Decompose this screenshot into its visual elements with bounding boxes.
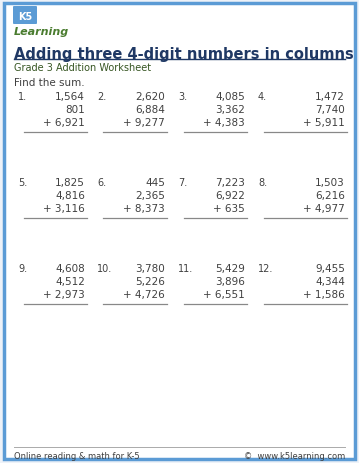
- Text: Grade 3 Addition Worksheet: Grade 3 Addition Worksheet: [14, 63, 151, 73]
- Text: 2,365: 2,365: [135, 191, 165, 200]
- Text: 4,608: 4,608: [55, 263, 85, 274]
- Text: + 1,586: + 1,586: [303, 289, 345, 300]
- Text: 1,564: 1,564: [55, 92, 85, 102]
- Text: 5,429: 5,429: [215, 263, 245, 274]
- Text: 3,362: 3,362: [215, 105, 245, 115]
- Text: + 5,911: + 5,911: [303, 118, 345, 128]
- Text: 4,344: 4,344: [315, 276, 345, 287]
- Text: 4,816: 4,816: [55, 191, 85, 200]
- Text: 1.: 1.: [18, 92, 27, 102]
- Text: + 635: + 635: [213, 204, 245, 213]
- Text: K5: K5: [18, 12, 32, 22]
- Text: 5.: 5.: [18, 178, 27, 188]
- Text: 9.: 9.: [18, 263, 27, 274]
- Text: 3.: 3.: [178, 92, 187, 102]
- Text: + 3,116: + 3,116: [43, 204, 85, 213]
- Text: 5,226: 5,226: [135, 276, 165, 287]
- Text: + 6,921: + 6,921: [43, 118, 85, 128]
- Text: 2,620: 2,620: [135, 92, 165, 102]
- Text: 4.: 4.: [258, 92, 267, 102]
- Text: + 8,373: + 8,373: [123, 204, 165, 213]
- Text: Adding three 4-digit numbers in columns: Adding three 4-digit numbers in columns: [14, 47, 354, 62]
- Text: + 2,973: + 2,973: [43, 289, 85, 300]
- Text: 2.: 2.: [97, 92, 106, 102]
- Text: 12.: 12.: [258, 263, 273, 274]
- Text: 6.: 6.: [97, 178, 106, 188]
- Text: 1,472: 1,472: [315, 92, 345, 102]
- Text: 8.: 8.: [258, 178, 267, 188]
- Text: 1,503: 1,503: [315, 178, 345, 188]
- Text: + 4,726: + 4,726: [123, 289, 165, 300]
- Text: 9,455: 9,455: [315, 263, 345, 274]
- Text: 3,896: 3,896: [215, 276, 245, 287]
- Text: 801: 801: [65, 105, 85, 115]
- Text: Learning: Learning: [14, 27, 69, 37]
- Text: 4,085: 4,085: [215, 92, 245, 102]
- Text: 6,884: 6,884: [135, 105, 165, 115]
- Text: 11.: 11.: [178, 263, 193, 274]
- Text: Find the sum.: Find the sum.: [14, 78, 85, 88]
- Text: 10.: 10.: [97, 263, 112, 274]
- Text: + 4,977: + 4,977: [303, 204, 345, 213]
- Text: ©  www.k5learning.com: © www.k5learning.com: [244, 451, 345, 460]
- Text: 7,223: 7,223: [215, 178, 245, 188]
- Text: 3,780: 3,780: [135, 263, 165, 274]
- Text: 6,216: 6,216: [315, 191, 345, 200]
- Text: 445: 445: [145, 178, 165, 188]
- Text: 7,740: 7,740: [315, 105, 345, 115]
- Text: 7.: 7.: [178, 178, 187, 188]
- Text: 6,922: 6,922: [215, 191, 245, 200]
- FancyBboxPatch shape: [13, 7, 37, 25]
- FancyBboxPatch shape: [4, 4, 355, 459]
- Text: + 6,551: + 6,551: [203, 289, 245, 300]
- Text: + 4,383: + 4,383: [203, 118, 245, 128]
- Text: Online reading & math for K-5: Online reading & math for K-5: [14, 451, 140, 460]
- Text: 4,512: 4,512: [55, 276, 85, 287]
- Text: + 9,277: + 9,277: [123, 118, 165, 128]
- Text: 1,825: 1,825: [55, 178, 85, 188]
